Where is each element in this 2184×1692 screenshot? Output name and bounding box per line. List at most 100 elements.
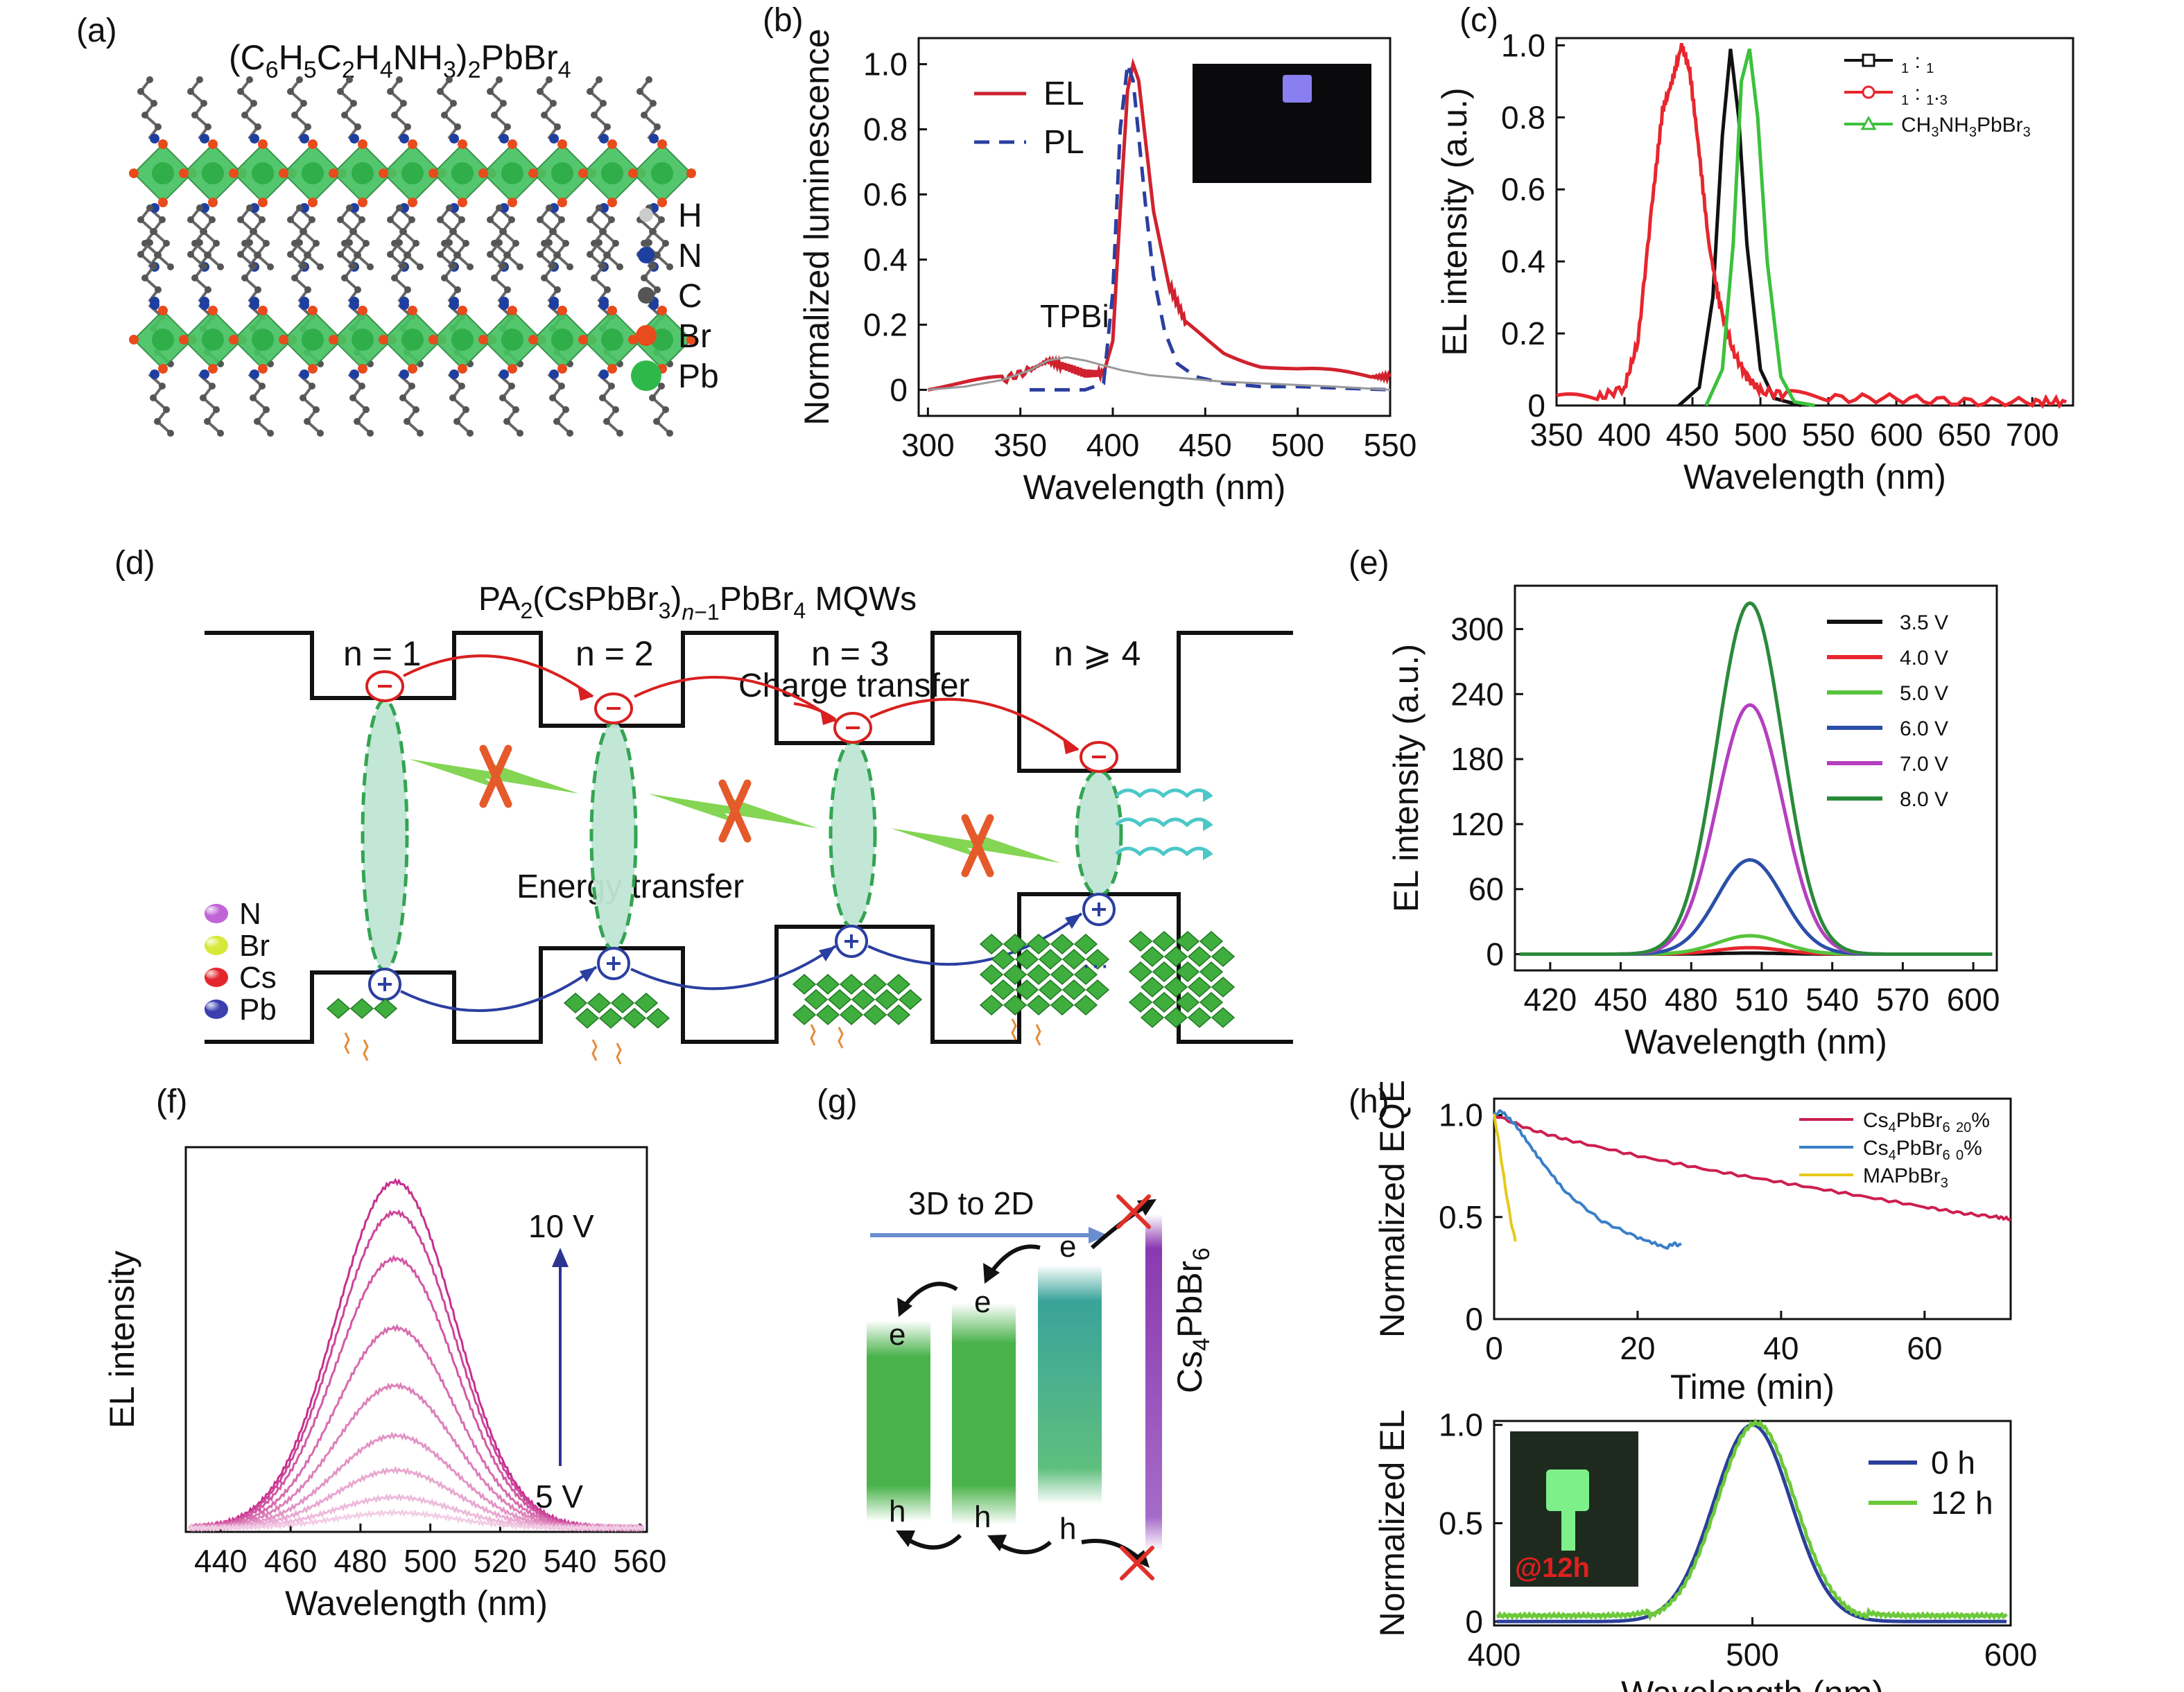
lattice-octahedron — [598, 1008, 623, 1029]
c-atom — [300, 263, 307, 270]
c-atom — [546, 239, 553, 246]
c-atom — [354, 252, 361, 259]
c-atom — [454, 123, 461, 130]
y-tick-label: 60 — [1468, 871, 1504, 907]
pb-atom — [202, 162, 224, 184]
c-atom — [658, 216, 665, 223]
pb-atom — [501, 162, 523, 184]
emission-wave — [1115, 788, 1212, 799]
ligand-chain — [1011, 1018, 1017, 1040]
lattice-octahedron — [1014, 949, 1039, 970]
c-atom — [141, 112, 148, 119]
lattice-octahedron — [1128, 931, 1153, 952]
lattice-octahedron — [610, 993, 635, 1013]
lattice-octahedron — [1211, 977, 1236, 997]
c-atom — [350, 100, 357, 107]
c-atom — [500, 263, 507, 270]
x-axis-label: Wavelength (nm) — [1621, 1674, 1884, 1692]
c-atom — [654, 123, 661, 130]
c-atom — [417, 430, 424, 437]
br-atom — [129, 168, 139, 178]
c-atom — [462, 240, 469, 247]
br-atom — [379, 335, 388, 344]
br-atom — [557, 306, 567, 315]
voltage-arrowhead — [552, 1248, 569, 1267]
c-atom — [558, 383, 565, 390]
br-atom — [129, 335, 139, 344]
pb-atom — [651, 162, 673, 184]
lattice-octahedron — [991, 979, 1016, 1000]
y-tick-label: 0 — [1465, 1603, 1483, 1639]
c-atom — [404, 252, 411, 259]
emission-wave-head — [1203, 790, 1213, 802]
c-atom — [309, 383, 315, 390]
chart-e: 420 450 480 510 540 570 600 0 60 120 180 240 300 Wave… — [1387, 584, 2000, 1061]
br-atom — [428, 168, 438, 178]
electron-arc-head — [897, 1298, 912, 1317]
y-tick-label: 1.0 — [1439, 1407, 1483, 1443]
c-atom — [387, 251, 394, 258]
n-atom — [349, 369, 359, 379]
valence-band — [205, 892, 1293, 1044]
c-atom — [658, 383, 665, 390]
n-atom — [150, 297, 159, 306]
charge-transfer-arrowhead — [578, 686, 593, 701]
c-atom — [587, 251, 593, 258]
lattice-octahedron — [1187, 1007, 1212, 1028]
c-atom — [150, 228, 157, 235]
y-tick-label: 240 — [1450, 676, 1504, 712]
c-atom — [591, 274, 598, 281]
pb-atom — [451, 162, 474, 184]
pb-atom — [252, 329, 274, 351]
direction-label: 3D to 2D — [908, 1185, 1034, 1221]
panel-d: (d) PA2(CsPbBr3)n−1PbBr4 MQWs n = 1 n = … — [114, 545, 1293, 1065]
x-tick-label: 20 — [1620, 1330, 1655, 1366]
c-atom — [237, 216, 244, 223]
br-atom — [258, 139, 268, 149]
c-atom — [662, 406, 669, 413]
y-tick-label: 0.4 — [863, 241, 908, 277]
c-atom — [645, 239, 652, 246]
lattice-octahedron — [1187, 946, 1212, 967]
y-tick-label: 0.6 — [1501, 171, 1545, 207]
organic-chain — [438, 78, 460, 140]
legend-atom-c — [638, 287, 655, 304]
panel-a-formula: (C6H5C2H4NH3)2PbBr4 — [229, 38, 571, 83]
c-atom — [554, 286, 561, 293]
chart-h2: 400 500 600 0 0.5 1.0 Wavelength (nm) Normalize… — [1373, 1407, 2037, 1692]
n-atom — [300, 134, 309, 143]
legend-marker — [1862, 53, 1875, 67]
legend-label: 4.0 V — [1900, 647, 1948, 670]
c-atom — [566, 263, 573, 270]
x-tick-label: 500 — [1726, 1637, 1779, 1673]
n-atom — [250, 297, 259, 306]
n-atom — [599, 369, 609, 379]
c-atom — [205, 123, 211, 130]
voltage-high: 10 V — [528, 1208, 594, 1244]
legend-label: CH3NH3PbBr3 — [1901, 114, 2031, 140]
c-atom — [263, 240, 270, 247]
c-atom — [400, 228, 407, 235]
br-atom — [379, 168, 388, 178]
c-atom — [341, 112, 348, 119]
organic-chain — [597, 373, 621, 435]
ligand-chain — [838, 1027, 844, 1049]
br-atom — [607, 198, 617, 207]
c-atom — [417, 263, 424, 270]
lattice-octahedron — [1128, 992, 1153, 1013]
series-line — [1519, 703, 1993, 956]
chart-h1: 0 20 40 60 0 0.5 1.0 Time (min) Normalized EQE Cs… — [1373, 1080, 2012, 1406]
c-atom — [358, 216, 365, 223]
y-axis-label: EL intensity (a.u.) — [1387, 644, 1425, 912]
c-atom — [150, 263, 157, 270]
panel-label-h: (h) — [1349, 1083, 1389, 1120]
br-atom — [158, 306, 168, 315]
hole-label: h — [1059, 1512, 1076, 1546]
y-tick-label: 1.0 — [863, 46, 908, 82]
c-atom — [541, 112, 548, 119]
lattice-octahedron — [1003, 995, 1028, 1015]
br-atom — [158, 364, 168, 374]
c-atom — [600, 228, 607, 235]
pb-atom — [302, 162, 324, 184]
